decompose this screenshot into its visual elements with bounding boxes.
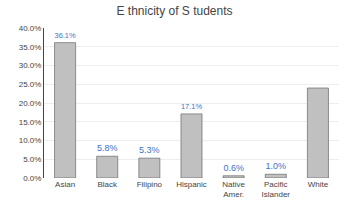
svg-text:Filipino: Filipino bbox=[137, 180, 163, 189]
svg-text:10.0%: 10.0% bbox=[19, 136, 42, 145]
svg-text:1.0%: 1.0% bbox=[266, 161, 287, 171]
svg-text:17.1%: 17.1% bbox=[181, 102, 202, 111]
svg-text:0.6%: 0.6% bbox=[223, 163, 244, 173]
svg-text:35.0%: 35.0% bbox=[19, 43, 42, 52]
svg-text:NativeAmer.: NativeAmer. bbox=[222, 180, 245, 199]
svg-text:Hispanic: Hispanic bbox=[176, 180, 207, 189]
svg-text:White: White bbox=[308, 180, 329, 189]
svg-text:5.3%: 5.3% bbox=[139, 145, 160, 155]
svg-text:20.0%: 20.0% bbox=[19, 99, 42, 108]
svg-text:15.0%: 15.0% bbox=[19, 118, 42, 127]
svg-text:25.0%: 25.0% bbox=[19, 80, 42, 89]
svg-text:36.1%: 36.1% bbox=[55, 31, 76, 40]
svg-text:PacificIslander: PacificIslander bbox=[262, 180, 291, 199]
svg-text:Black: Black bbox=[97, 180, 118, 189]
svg-text:0.0%: 0.0% bbox=[23, 174, 41, 183]
svg-text:5.0%: 5.0% bbox=[23, 155, 41, 164]
svg-text:40.0%: 40.0% bbox=[19, 24, 42, 33]
svg-text:5.8%: 5.8% bbox=[97, 143, 118, 153]
svg-text:30.0%: 30.0% bbox=[19, 61, 42, 70]
svg-text:Asian: Asian bbox=[55, 180, 75, 189]
svg-text:E thnicity of S tudents: E thnicity of S tudents bbox=[116, 4, 232, 18]
